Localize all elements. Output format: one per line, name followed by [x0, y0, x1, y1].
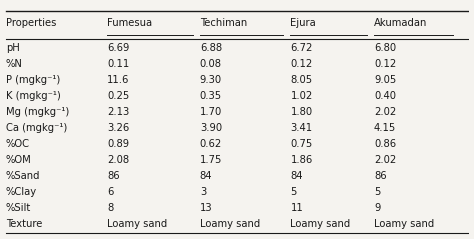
Text: 1.70: 1.70	[200, 107, 222, 117]
Text: 2.13: 2.13	[107, 107, 129, 117]
Text: 3.90: 3.90	[200, 123, 222, 133]
Text: Ejura: Ejura	[291, 18, 316, 28]
Text: %OC: %OC	[6, 139, 30, 149]
Text: 0.12: 0.12	[374, 59, 396, 69]
Text: 9.05: 9.05	[374, 75, 396, 85]
Text: %Silt: %Silt	[6, 203, 31, 213]
Text: %Sand: %Sand	[6, 171, 40, 181]
Text: 9.30: 9.30	[200, 75, 222, 85]
Text: Mg (mgkg⁻¹): Mg (mgkg⁻¹)	[6, 107, 69, 117]
Text: 13: 13	[200, 203, 212, 213]
Text: 0.08: 0.08	[200, 59, 222, 69]
Text: 86: 86	[107, 171, 119, 181]
Text: 4.15: 4.15	[374, 123, 396, 133]
Text: Fumesua: Fumesua	[107, 18, 152, 28]
Text: Texture: Texture	[6, 219, 42, 229]
Text: 0.86: 0.86	[374, 139, 396, 149]
Text: 0.40: 0.40	[374, 91, 396, 101]
Text: pH: pH	[6, 43, 19, 53]
Text: P (mgkg⁻¹): P (mgkg⁻¹)	[6, 75, 60, 85]
Text: 1.80: 1.80	[291, 107, 312, 117]
Text: Loamy sand: Loamy sand	[291, 219, 351, 229]
Text: 3: 3	[200, 187, 206, 197]
Text: 6.80: 6.80	[374, 43, 396, 53]
Text: Loamy sand: Loamy sand	[374, 219, 434, 229]
Text: 11: 11	[291, 203, 303, 213]
Text: 6: 6	[107, 187, 113, 197]
Text: 3.26: 3.26	[107, 123, 129, 133]
Text: K (mgkg⁻¹): K (mgkg⁻¹)	[6, 91, 60, 101]
Text: 9: 9	[374, 203, 381, 213]
Text: %Clay: %Clay	[6, 187, 37, 197]
Text: 0.89: 0.89	[107, 139, 129, 149]
Text: 0.25: 0.25	[107, 91, 129, 101]
Text: 8: 8	[107, 203, 113, 213]
Text: 84: 84	[291, 171, 303, 181]
Text: 5: 5	[374, 187, 381, 197]
Text: %N: %N	[6, 59, 23, 69]
Text: 2.02: 2.02	[374, 107, 396, 117]
Text: 2.02: 2.02	[374, 155, 396, 165]
Text: Techiman: Techiman	[200, 18, 247, 28]
Text: 1.86: 1.86	[291, 155, 313, 165]
Text: %OM: %OM	[6, 155, 31, 165]
Text: 5: 5	[291, 187, 297, 197]
Text: Loamy sand: Loamy sand	[200, 219, 260, 229]
Text: 6.88: 6.88	[200, 43, 222, 53]
Text: 0.11: 0.11	[107, 59, 129, 69]
Text: 2.08: 2.08	[107, 155, 129, 165]
Text: 86: 86	[374, 171, 387, 181]
Text: Ca (mgkg⁻¹): Ca (mgkg⁻¹)	[6, 123, 67, 133]
Text: 0.75: 0.75	[291, 139, 313, 149]
Text: 6.69: 6.69	[107, 43, 129, 53]
Text: 84: 84	[200, 171, 212, 181]
Text: 1.75: 1.75	[200, 155, 222, 165]
Text: 3.41: 3.41	[291, 123, 312, 133]
Text: 6.72: 6.72	[291, 43, 313, 53]
Text: 0.12: 0.12	[291, 59, 313, 69]
Text: Properties: Properties	[6, 18, 56, 28]
Text: 11.6: 11.6	[107, 75, 129, 85]
Text: 1.02: 1.02	[291, 91, 313, 101]
Text: 8.05: 8.05	[291, 75, 312, 85]
Text: 0.62: 0.62	[200, 139, 222, 149]
Text: Loamy sand: Loamy sand	[107, 219, 167, 229]
Text: Akumadan: Akumadan	[374, 18, 428, 28]
Text: 0.35: 0.35	[200, 91, 222, 101]
